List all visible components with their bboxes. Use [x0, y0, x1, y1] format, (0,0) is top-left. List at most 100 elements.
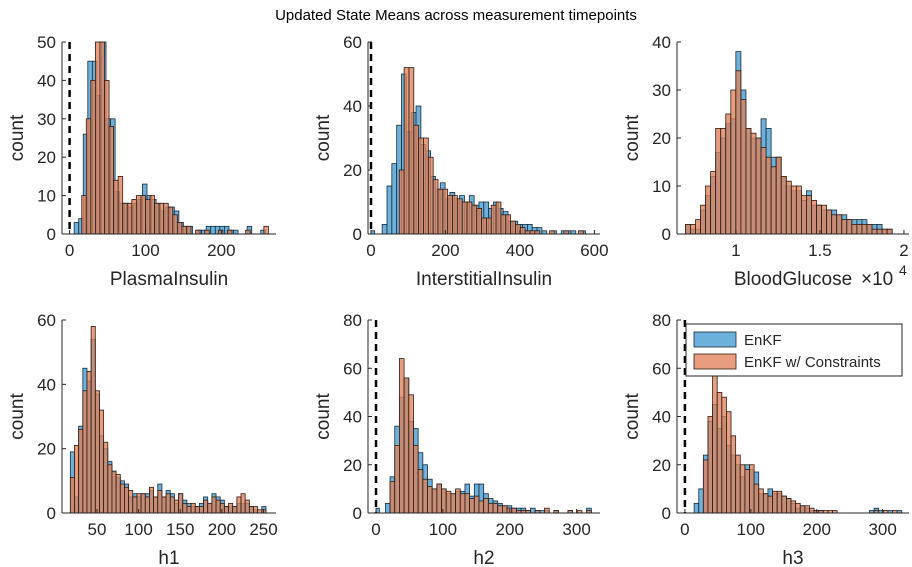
histogram-bar: [131, 199, 137, 235]
histogram-bar: [204, 229, 210, 235]
histogram-bar: [786, 498, 792, 514]
histogram-bar: [381, 223, 388, 235]
histogram-bar: [140, 493, 146, 514]
y-tick-label: 20: [37, 148, 56, 167]
x-tick-label: 100: [429, 520, 457, 539]
histogram-bar: [441, 488, 447, 514]
histogram-bar: [450, 493, 456, 514]
histogram-bar: [772, 490, 778, 514]
x-tick-label: 250: [249, 520, 277, 539]
y-tick-label: 60: [37, 311, 56, 330]
x-axis-multiplier-exponent: 4: [899, 262, 907, 278]
histogram-bar: [417, 469, 424, 514]
histogram-bar: [119, 483, 125, 514]
histogram-bar: [740, 99, 747, 235]
histogram-bar: [881, 228, 888, 235]
y-tick-label: 20: [652, 456, 671, 475]
histogram-bar: [132, 496, 138, 514]
histogram-bar: [730, 89, 737, 235]
histogram-bar: [481, 217, 487, 235]
histogram-bar: [394, 445, 400, 514]
histogram-bar: [181, 225, 187, 235]
histogram-bar: [167, 206, 174, 235]
histogram-bar: [140, 195, 146, 235]
y-tick-label: 0: [47, 225, 56, 244]
x-tick-label: 200: [803, 520, 831, 539]
histogram-bar: [831, 214, 838, 235]
histogram-bar: [99, 41, 105, 235]
histogram-panel-6: 0 20 40 60 80 0 100 200 300 h3 count: [622, 311, 909, 567]
histogram-bar: [165, 493, 171, 514]
histogram-bar: [495, 201, 502, 235]
legend-swatch: [693, 353, 737, 370]
histogram-bar: [760, 147, 767, 235]
histogram-bar: [809, 507, 815, 514]
histogram-bar: [497, 505, 503, 514]
histogram-bar: [785, 180, 792, 235]
x-axis-label: PlasmaInsulin: [110, 269, 228, 290]
y-axis-label: count: [7, 114, 28, 161]
histogram-bar: [744, 469, 750, 514]
histogram-bar: [698, 488, 704, 514]
histogram-bar: [781, 495, 787, 514]
histogram-bar: [413, 445, 419, 514]
histogram-bar: [442, 188, 449, 235]
x-tick-label: 1.5: [808, 241, 832, 260]
histogram-bar: [530, 507, 536, 514]
histogram-bar: [856, 223, 863, 235]
x-tick-label: 0: [371, 520, 380, 539]
series-enkf-constrained-bars: [81, 41, 269, 235]
histogram-bar: [253, 506, 259, 514]
histogram-bar: [486, 217, 492, 235]
histogram-bar: [452, 195, 458, 235]
y-tick-label: 0: [662, 225, 671, 244]
histogram-bar: [767, 495, 773, 514]
histogram-bar: [422, 478, 428, 514]
histogram-bar: [124, 486, 130, 514]
histogram-bar: [801, 195, 807, 235]
histogram-bar: [750, 132, 757, 235]
histogram-bar: [163, 202, 169, 235]
histogram-bar: [176, 222, 183, 235]
y-tick-label: 60: [343, 359, 362, 378]
histogram-bar: [795, 185, 802, 235]
histogram-bar: [227, 229, 233, 235]
histogram-bar: [461, 201, 468, 235]
histogram-bar: [735, 70, 742, 235]
histogram-bar: [391, 163, 398, 235]
histogram-bar: [716, 391, 723, 514]
x-tick-label: 0: [366, 241, 375, 260]
histogram-bar: [702, 459, 709, 514]
histogram-bar: [745, 127, 752, 235]
histogram-bar: [215, 499, 221, 514]
y-tick-label: 0: [47, 504, 56, 523]
y-tick-label: 10: [652, 177, 671, 196]
histogram-bar: [86, 371, 92, 514]
histogram-bar: [145, 199, 151, 235]
histogram-bar: [690, 223, 696, 235]
y-tick-label: 80: [343, 311, 362, 330]
histogram-bar: [403, 377, 410, 514]
histogram-bar: [236, 496, 242, 514]
histogram-bar: [765, 156, 772, 235]
histogram-bar: [427, 156, 434, 235]
histogram-bar: [871, 228, 878, 235]
y-tick-label: 60: [652, 359, 671, 378]
histogram-bar: [490, 204, 497, 235]
x-tick-label: 0: [65, 241, 74, 260]
histogram-bar: [735, 454, 741, 514]
x-tick-label: 200: [208, 520, 236, 539]
histogram-panel-4: 0 20 40 60 50 100 150 200 250 h1 count: [7, 311, 278, 567]
series-enkf-constrained-bars: [702, 372, 898, 514]
histogram-bar: [194, 506, 200, 514]
x-tick-label: 400: [506, 241, 534, 260]
histogram-bar: [182, 502, 188, 514]
histogram-bar: [135, 195, 142, 235]
histogram-bar: [233, 229, 239, 235]
histogram-bar: [790, 500, 797, 514]
histogram-bar: [245, 229, 251, 235]
series-enkf-constrained-bars: [389, 358, 592, 514]
